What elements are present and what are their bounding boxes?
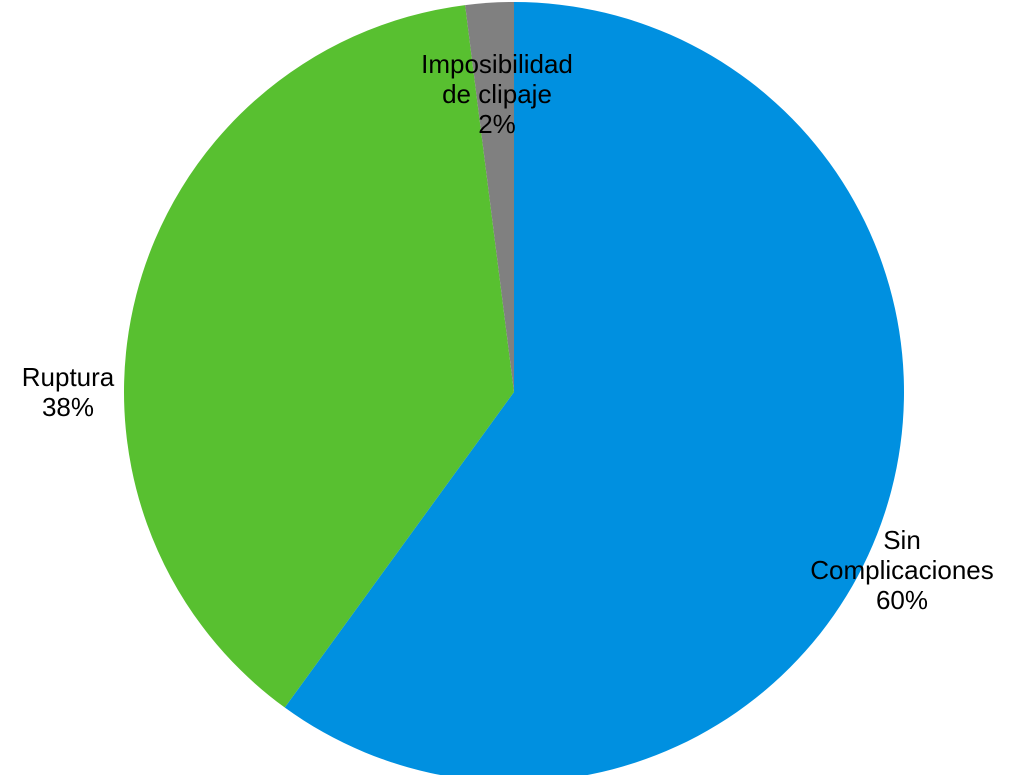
pie-label-sin-complicaciones: Sin Complicaciones 60%	[810, 525, 994, 615]
pie-slices	[124, 2, 904, 775]
slice-percentage: 38%	[42, 392, 94, 422]
slice-category-text: Ruptura	[22, 362, 115, 392]
slice-category-text: Sin	[883, 525, 921, 555]
slice-percentage: 60%	[876, 585, 928, 615]
pie-labels: Sin Complicaciones 60% Ruptura 38% Imposibili…	[22, 49, 994, 615]
slice-category-text: de clipaje	[442, 79, 552, 109]
pie-label-imposibilidad-de-clipaje: Imposibilidad de clipaje 2%	[421, 49, 573, 139]
slice-percentage: 2%	[478, 109, 516, 139]
pie-slice-sin-complicaciones	[284, 2, 904, 775]
pie-slice-imposibilidad-de-clipaje	[465, 2, 514, 392]
pie-label-ruptura: Ruptura 38%	[22, 362, 115, 422]
slice-category-text: Imposibilidad	[421, 49, 573, 79]
slice-category-text: Complicaciones	[810, 555, 994, 585]
pie-slice-ruptura	[124, 5, 515, 708]
